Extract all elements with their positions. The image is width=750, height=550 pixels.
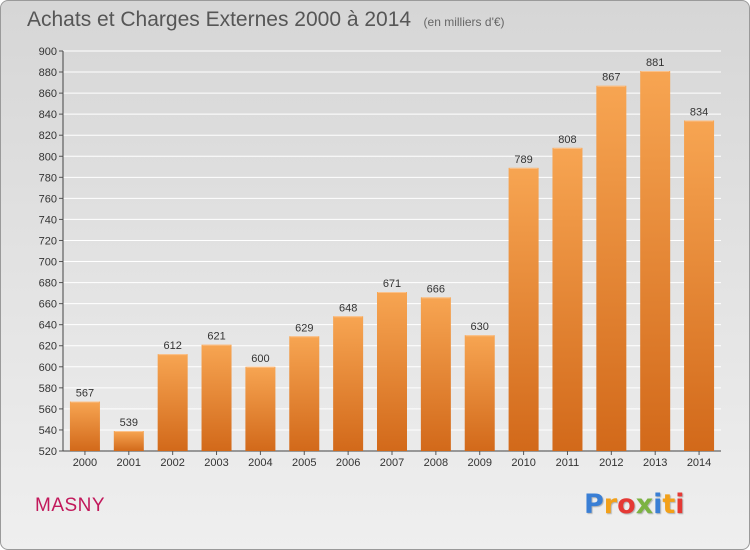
data-label-2006: 648 [339, 302, 357, 314]
logo-letter: t [662, 489, 676, 520]
data-label-2011: 808 [558, 134, 576, 146]
logo-letter: i [653, 489, 663, 520]
bar-2007 [377, 292, 407, 451]
x-tick-label-2000: 2000 [73, 457, 97, 469]
logo-letter: o [617, 489, 636, 520]
y-tick-label: 900 [39, 46, 57, 58]
x-tick-label-2011: 2011 [556, 457, 580, 469]
bar-2010 [508, 167, 539, 451]
y-tick-label: 680 [39, 278, 57, 290]
bar-2012 [596, 85, 627, 451]
x-tick-label-2012: 2012 [599, 457, 623, 469]
x-tick-label-2005: 2005 [292, 457, 316, 469]
x-tick-label-2008: 2008 [424, 457, 448, 469]
x-tick-label-2001: 2001 [117, 457, 141, 469]
y-tick-label: 860 [39, 88, 57, 100]
data-label-2004: 600 [251, 353, 269, 365]
y-tick-label: 700 [39, 257, 57, 269]
data-label-2007: 671 [383, 278, 401, 290]
logo-letter: r [603, 489, 618, 520]
y-tick-label: 760 [39, 193, 57, 205]
data-label-2005: 629 [295, 322, 313, 334]
bar-2008 [420, 297, 451, 451]
chart-title: Achats et Charges Externes 2000 à 2014 [27, 8, 412, 31]
data-label-2012: 867 [602, 72, 620, 84]
data-label-2002: 612 [163, 340, 181, 352]
proxiti-logo[interactable]: Proxiti [584, 489, 685, 520]
y-tick-label: 600 [39, 362, 57, 374]
title-row: Achats et Charges Externes 2000 à 2014 (… [27, 8, 505, 32]
data-label-2009: 630 [471, 321, 489, 333]
y-tick-label: 880 [39, 67, 57, 79]
x-tick-label-2002: 2002 [160, 457, 184, 469]
x-tick-label-2007: 2007 [380, 457, 404, 469]
x-tick-label-2009: 2009 [467, 457, 491, 469]
bars [69, 71, 715, 451]
logo-letter: P [584, 489, 604, 520]
bar-2005 [289, 336, 320, 451]
logo-letter: x [635, 489, 654, 520]
data-label-2001: 539 [120, 417, 138, 429]
x-tick-label-2014: 2014 [687, 457, 711, 469]
data-label-2003: 621 [207, 331, 225, 343]
y-tick-label: 580 [39, 383, 57, 395]
bar-2013 [640, 71, 671, 451]
y-tick-label: 840 [39, 109, 57, 121]
y-tick-label: 640 [39, 320, 57, 332]
bar-2011 [552, 147, 583, 451]
bar-2004 [245, 366, 276, 451]
bar-2006 [333, 316, 364, 451]
y-tick-label: 520 [39, 446, 57, 458]
data-labels: 567 539 612 621 600 629 648 671 666 630 789 808 867 8… [76, 57, 708, 429]
bar-2001 [113, 431, 144, 451]
x-tick-label-2006: 2006 [336, 457, 360, 469]
data-label-2013: 881 [646, 57, 664, 69]
x-tick-labels: 2000 2001 2002 2003 2004 2005 2006 2007 2008 2009… [73, 451, 711, 469]
logo-letter: i [675, 489, 685, 520]
y-tick-label: 740 [39, 214, 57, 226]
x-tick-label-2003: 2003 [204, 457, 228, 469]
bar-2002 [157, 354, 188, 451]
x-tick-label-2004: 2004 [248, 457, 272, 469]
y-tick-label: 560 [39, 404, 57, 416]
bar-2003 [201, 344, 232, 451]
bar-2014 [684, 120, 715, 451]
town-name: MASNY [35, 495, 106, 516]
y-tick-label: 720 [39, 235, 57, 247]
data-label-2014: 834 [690, 106, 708, 118]
y-tick-label: 660 [39, 299, 57, 311]
data-label-2000: 567 [76, 388, 94, 400]
y-tick-labels: 520 540 560 580 600 620 640 660 680 700 720 740 760 7… [39, 46, 57, 458]
y-tick-label: 620 [39, 341, 57, 353]
data-label-2010: 789 [514, 154, 532, 166]
y-tick-label: 780 [39, 172, 57, 184]
x-tick-label-2013: 2013 [643, 457, 667, 469]
y-tick-label: 800 [39, 151, 57, 163]
y-tick-label: 540 [39, 425, 57, 437]
x-tick-label-2010: 2010 [511, 457, 535, 469]
bar-2009 [464, 335, 495, 451]
bar-2000 [69, 401, 100, 451]
y-tick-label: 820 [39, 130, 57, 142]
chart-subtitle: (en milliers d'€) [423, 15, 505, 29]
data-label-2008: 666 [427, 283, 445, 295]
